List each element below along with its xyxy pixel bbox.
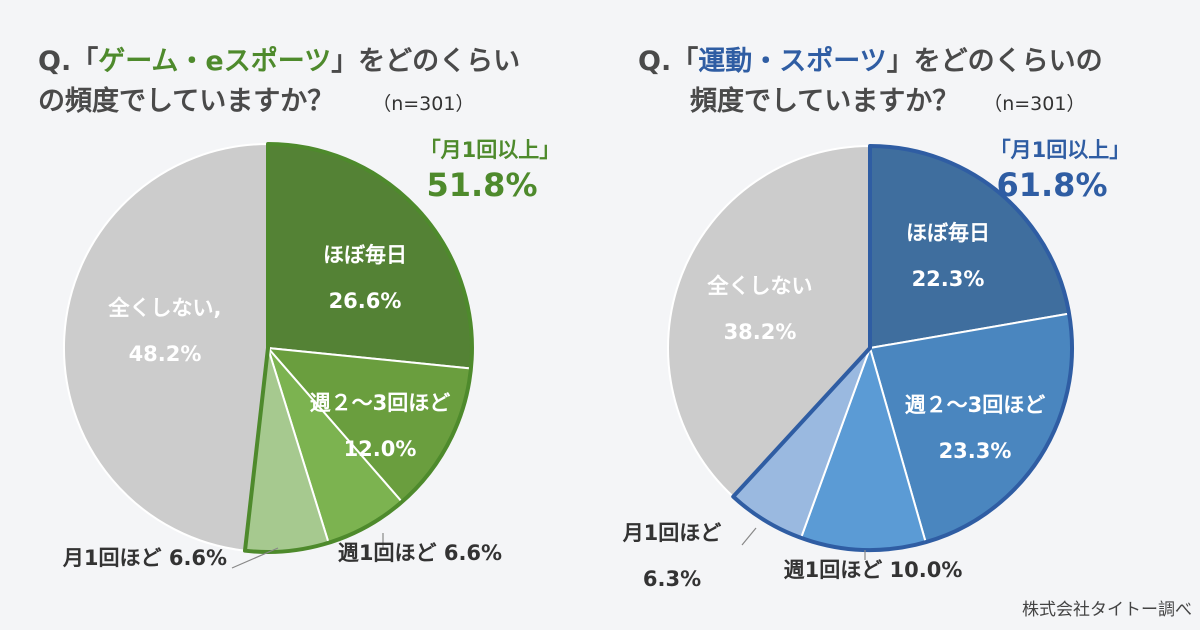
slice-label-line: ほぼ毎日 <box>906 221 990 245</box>
slice-label-line: 月1回ほど 6.6% <box>62 546 227 570</box>
slice-label-line: 23.3% <box>939 439 1012 463</box>
slice-label-line: 全くしない <box>707 274 813 298</box>
slice-label-line: 週1回ほど 6.6% <box>338 541 502 565</box>
pie-slice-never <box>62 142 269 552</box>
question-title-games: Q.「ゲーム・eスポーツ」をどのくらい の頻度でしていますか？ （n=301） <box>38 42 520 124</box>
slice-label-line: ほぼ毎日 <box>323 243 407 267</box>
slice-label-line: 26.6% <box>329 289 402 313</box>
sample-size: （n=301） <box>372 93 475 115</box>
slice-label-line: 12.0% <box>344 437 417 461</box>
question-title-line1: Q.「ゲーム・eスポーツ」をどのくらい <box>38 46 521 77</box>
source-note: 株式会社タイトー調べ <box>1022 600 1192 620</box>
slice-label: 月1回ほど 6.3% <box>622 521 722 591</box>
question-title-line2: の頻度でしていますか？ （n=301） <box>38 86 475 117</box>
slice-label-line: 48.2% <box>129 342 202 366</box>
slice-label: 週1回ほど 10.0% <box>784 558 963 582</box>
leader-line <box>741 527 757 546</box>
question-title-line1: Q.「運動・スポーツ」をどのくらいの <box>638 46 1103 77</box>
callout-value: 61.8% <box>996 166 1107 204</box>
slice-label-line: 週1回ほど 10.0% <box>784 558 963 582</box>
monthly-or-more-outline <box>731 144 1075 552</box>
sample-size: （n=301） <box>983 93 1086 115</box>
question-topic: ゲーム・eスポーツ <box>98 46 332 77</box>
slice-label-line: 週２～3回ほど <box>905 393 1046 417</box>
callout-label: 「月1回以上」 <box>990 138 1131 162</box>
slice-label: 月1回ほど 6.6% <box>62 546 227 570</box>
slice-label: ほぼ毎日 26.6% <box>323 243 407 313</box>
question-title-line2: 頻度でしていますか？ （n=301） <box>690 86 1086 117</box>
slice-label-line: 週２～3回ほど <box>310 391 451 415</box>
slice-label: ほぼ毎日 22.3% <box>906 221 990 291</box>
monthly-or-more-outline <box>242 142 474 554</box>
callout-value: 51.8% <box>426 166 537 204</box>
slice-label-line: 月1回ほど <box>622 521 722 545</box>
callout-label: 「月1回以上」 <box>420 138 561 162</box>
slice-label-line: 38.2% <box>724 320 797 344</box>
slice-label-line: 全くしない, <box>108 296 222 320</box>
slice-label-line: 22.3% <box>912 267 985 291</box>
slice-label: 週２～3回ほど 23.3% <box>905 393 1046 463</box>
leader-line <box>231 547 279 569</box>
slice-label: 週２～3回ほど 12.0% <box>310 391 451 461</box>
question-topic: 運動・スポーツ <box>698 46 887 77</box>
question-title-sports: Q.「運動・スポーツ」をどのくらいの 頻度でしていますか？ （n=301） <box>638 42 1103 124</box>
pie-slice-never <box>667 144 871 499</box>
slice-label-line: 6.3% <box>643 567 701 591</box>
slice-label: 週1回ほど 6.6% <box>338 541 502 565</box>
slice-label: 全くしない 38.2% <box>707 274 813 344</box>
slice-label: 全くしない, 48.2% <box>108 296 222 366</box>
